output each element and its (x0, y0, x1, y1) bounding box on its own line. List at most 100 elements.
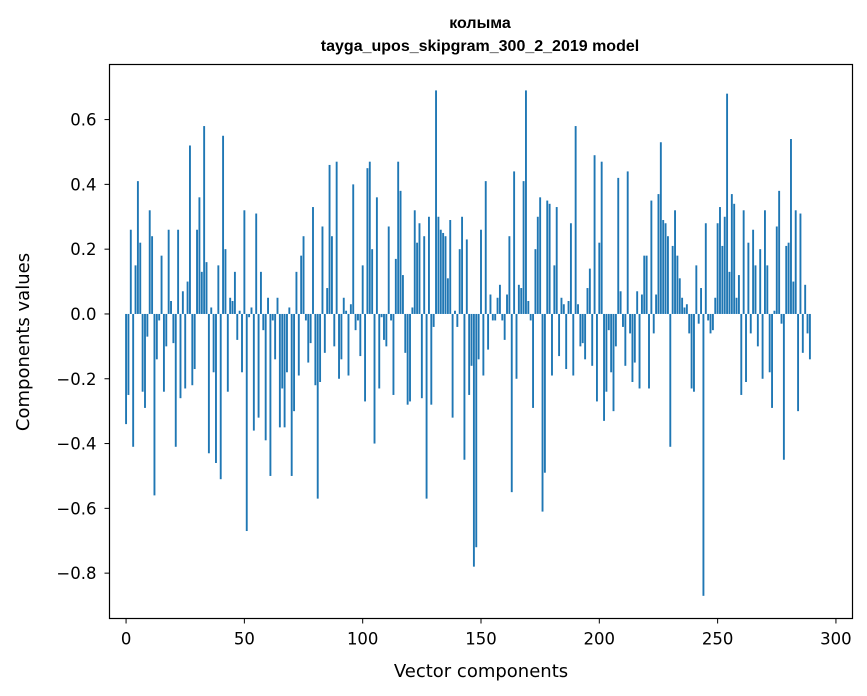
bar (787, 242, 790, 314)
x-tick-label: 300 (820, 630, 852, 649)
bar (619, 291, 622, 314)
bar (764, 210, 766, 314)
bar (328, 164, 331, 314)
bar (626, 171, 629, 314)
bar (257, 313, 260, 418)
bar (503, 313, 506, 340)
bar (468, 313, 471, 395)
bar (723, 216, 726, 314)
bar (307, 313, 310, 363)
bar (366, 168, 369, 314)
bar (435, 90, 437, 314)
bar (785, 245, 788, 314)
bar (596, 313, 598, 402)
bar (671, 245, 674, 314)
bar (200, 271, 203, 314)
bar (432, 313, 435, 327)
bar (444, 236, 447, 314)
bar (475, 313, 478, 548)
bar (773, 310, 776, 314)
bar (229, 297, 232, 314)
bar (515, 313, 518, 379)
bar (579, 313, 582, 347)
bar (316, 313, 319, 499)
bar (752, 229, 755, 314)
bar (461, 216, 464, 314)
bar (745, 313, 747, 382)
bar (203, 126, 206, 314)
bar (439, 229, 442, 314)
bar (364, 313, 366, 402)
bar (636, 291, 639, 314)
bar (527, 301, 530, 314)
bar (342, 297, 345, 314)
bar (170, 301, 172, 314)
bar (782, 313, 785, 460)
bar (529, 313, 532, 321)
bar (674, 210, 676, 314)
bar (704, 223, 707, 314)
bar (446, 278, 449, 314)
bar (401, 275, 404, 314)
bar (586, 288, 589, 314)
bar (569, 223, 572, 314)
bar (274, 313, 277, 360)
bar (797, 313, 800, 412)
bar (406, 313, 409, 405)
bar (470, 313, 473, 366)
bar (338, 313, 340, 379)
x-tick-label: 150 (465, 630, 497, 649)
bar (345, 310, 348, 314)
bar (312, 207, 314, 314)
bar (295, 271, 298, 314)
bar (151, 236, 154, 314)
bar (186, 281, 189, 314)
bar (638, 313, 641, 389)
bar (558, 313, 561, 357)
bar (383, 313, 385, 340)
bar (726, 93, 729, 314)
bar (297, 313, 300, 376)
bar (487, 313, 490, 350)
bar (300, 255, 303, 314)
bar (354, 313, 357, 331)
bar (418, 223, 421, 314)
bar (231, 301, 234, 314)
bar (778, 190, 781, 314)
bar (517, 284, 520, 314)
bar (132, 313, 135, 447)
bar (181, 291, 184, 314)
bar (598, 242, 601, 314)
bar (716, 223, 719, 314)
bar (264, 313, 267, 441)
bar (588, 268, 591, 314)
bar (681, 297, 684, 314)
bar (352, 184, 355, 314)
bar (136, 181, 139, 314)
bar (347, 313, 350, 376)
bar (730, 194, 733, 314)
bar (380, 313, 383, 318)
bar (193, 313, 196, 370)
bar (174, 313, 177, 447)
bar (158, 313, 161, 321)
bar (714, 297, 717, 314)
bar (288, 307, 291, 314)
bar (766, 265, 769, 314)
bar (525, 90, 527, 314)
bar (655, 294, 658, 314)
bar (361, 265, 364, 314)
bar (513, 171, 516, 314)
bar (371, 249, 374, 314)
bar (669, 313, 672, 447)
bar (648, 313, 650, 389)
bar (541, 313, 544, 512)
x-axis-ticks: 0 50 100 150 200 250 300 (121, 618, 852, 649)
bar (248, 313, 251, 318)
bar (368, 161, 371, 314)
bar (700, 288, 702, 314)
bar (262, 313, 265, 331)
bar (685, 304, 688, 314)
bar (375, 197, 378, 314)
